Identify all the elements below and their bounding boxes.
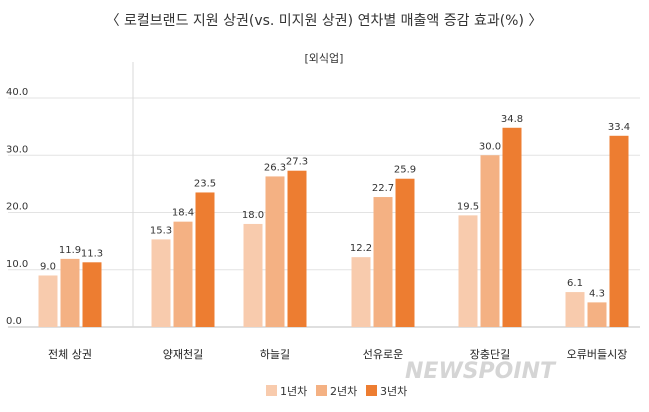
bar [565, 292, 585, 327]
bar [587, 302, 607, 327]
category-label: 오류버들시장 [567, 348, 628, 361]
bar [173, 221, 193, 327]
bars [38, 127, 629, 328]
bar [351, 257, 371, 327]
data-label: 34.8 [501, 114, 523, 125]
y-tick-label: 10.0 [6, 259, 28, 270]
bar [38, 275, 58, 327]
data-label: 19.5 [457, 201, 479, 212]
data-label: 33.4 [608, 122, 630, 133]
legend-swatch [366, 385, 377, 396]
data-label: 6.1 [567, 278, 583, 289]
category-label: 장충단길 [470, 348, 510, 361]
bar [60, 258, 80, 327]
chart-subtitle: [외식업] [305, 52, 344, 65]
y-tick-label: 0.0 [6, 316, 22, 327]
y-tick-label: 30.0 [6, 144, 28, 155]
value-labels: 9.011.9 11.3 15.318.4 23.5 18.0 26.327.3 12.2 2… [40, 114, 630, 300]
category-label: 양재천길 [163, 347, 203, 361]
bar [151, 239, 171, 327]
data-label: 25.9 [394, 165, 416, 176]
bar [243, 223, 263, 327]
data-label: 26.3 [264, 162, 286, 173]
category-labels: 전체 상권 양재천길 하늘길 선유로운 장충단길 오류버들시장 [48, 347, 627, 361]
bar [373, 197, 393, 327]
data-label: 27.3 [286, 157, 308, 168]
data-label: 11.3 [81, 248, 103, 259]
bar [502, 127, 522, 328]
data-label: 9.0 [40, 261, 56, 272]
legend-swatch [316, 385, 327, 396]
category-label: 선유로운 [363, 348, 403, 361]
legend: 1년차 2년차 3년차 [266, 385, 407, 398]
data-label: 11.9 [59, 245, 81, 256]
data-label: 12.2 [350, 243, 372, 254]
data-label: 4.3 [589, 288, 605, 299]
data-label: 15.3 [150, 225, 172, 236]
bar [82, 262, 102, 327]
data-label: 18.0 [242, 210, 264, 221]
bar [395, 178, 415, 327]
bar [609, 135, 629, 327]
legend-swatch [266, 385, 277, 396]
bar [480, 155, 500, 327]
data-label: 30.0 [479, 141, 501, 152]
category-label: 전체 상권 [48, 348, 92, 361]
legend-label: 3년차 [380, 385, 407, 398]
y-axis: 0.0 10.0 20.0 30.0 40.0 [6, 87, 28, 327]
bar [287, 170, 307, 327]
bar [458, 215, 478, 327]
data-label: 22.7 [372, 183, 394, 194]
bar [195, 192, 215, 327]
data-label: 23.5 [194, 178, 216, 189]
legend-label: 1년차 [280, 385, 307, 398]
y-tick-label: 20.0 [6, 202, 28, 213]
data-label: 18.4 [172, 208, 194, 219]
chart-title: 〈 로컬브랜드 지원 상권(vs. 미지원 상권) 연차별 매출액 증감 효과(… [106, 13, 543, 29]
bar [265, 176, 285, 327]
y-tick-label: 40.0 [6, 87, 28, 98]
gridlines [8, 97, 640, 328]
watermark: NEWSPOINT [405, 359, 557, 384]
legend-label: 2년차 [330, 385, 357, 398]
category-label: 하늘길 [260, 347, 290, 361]
